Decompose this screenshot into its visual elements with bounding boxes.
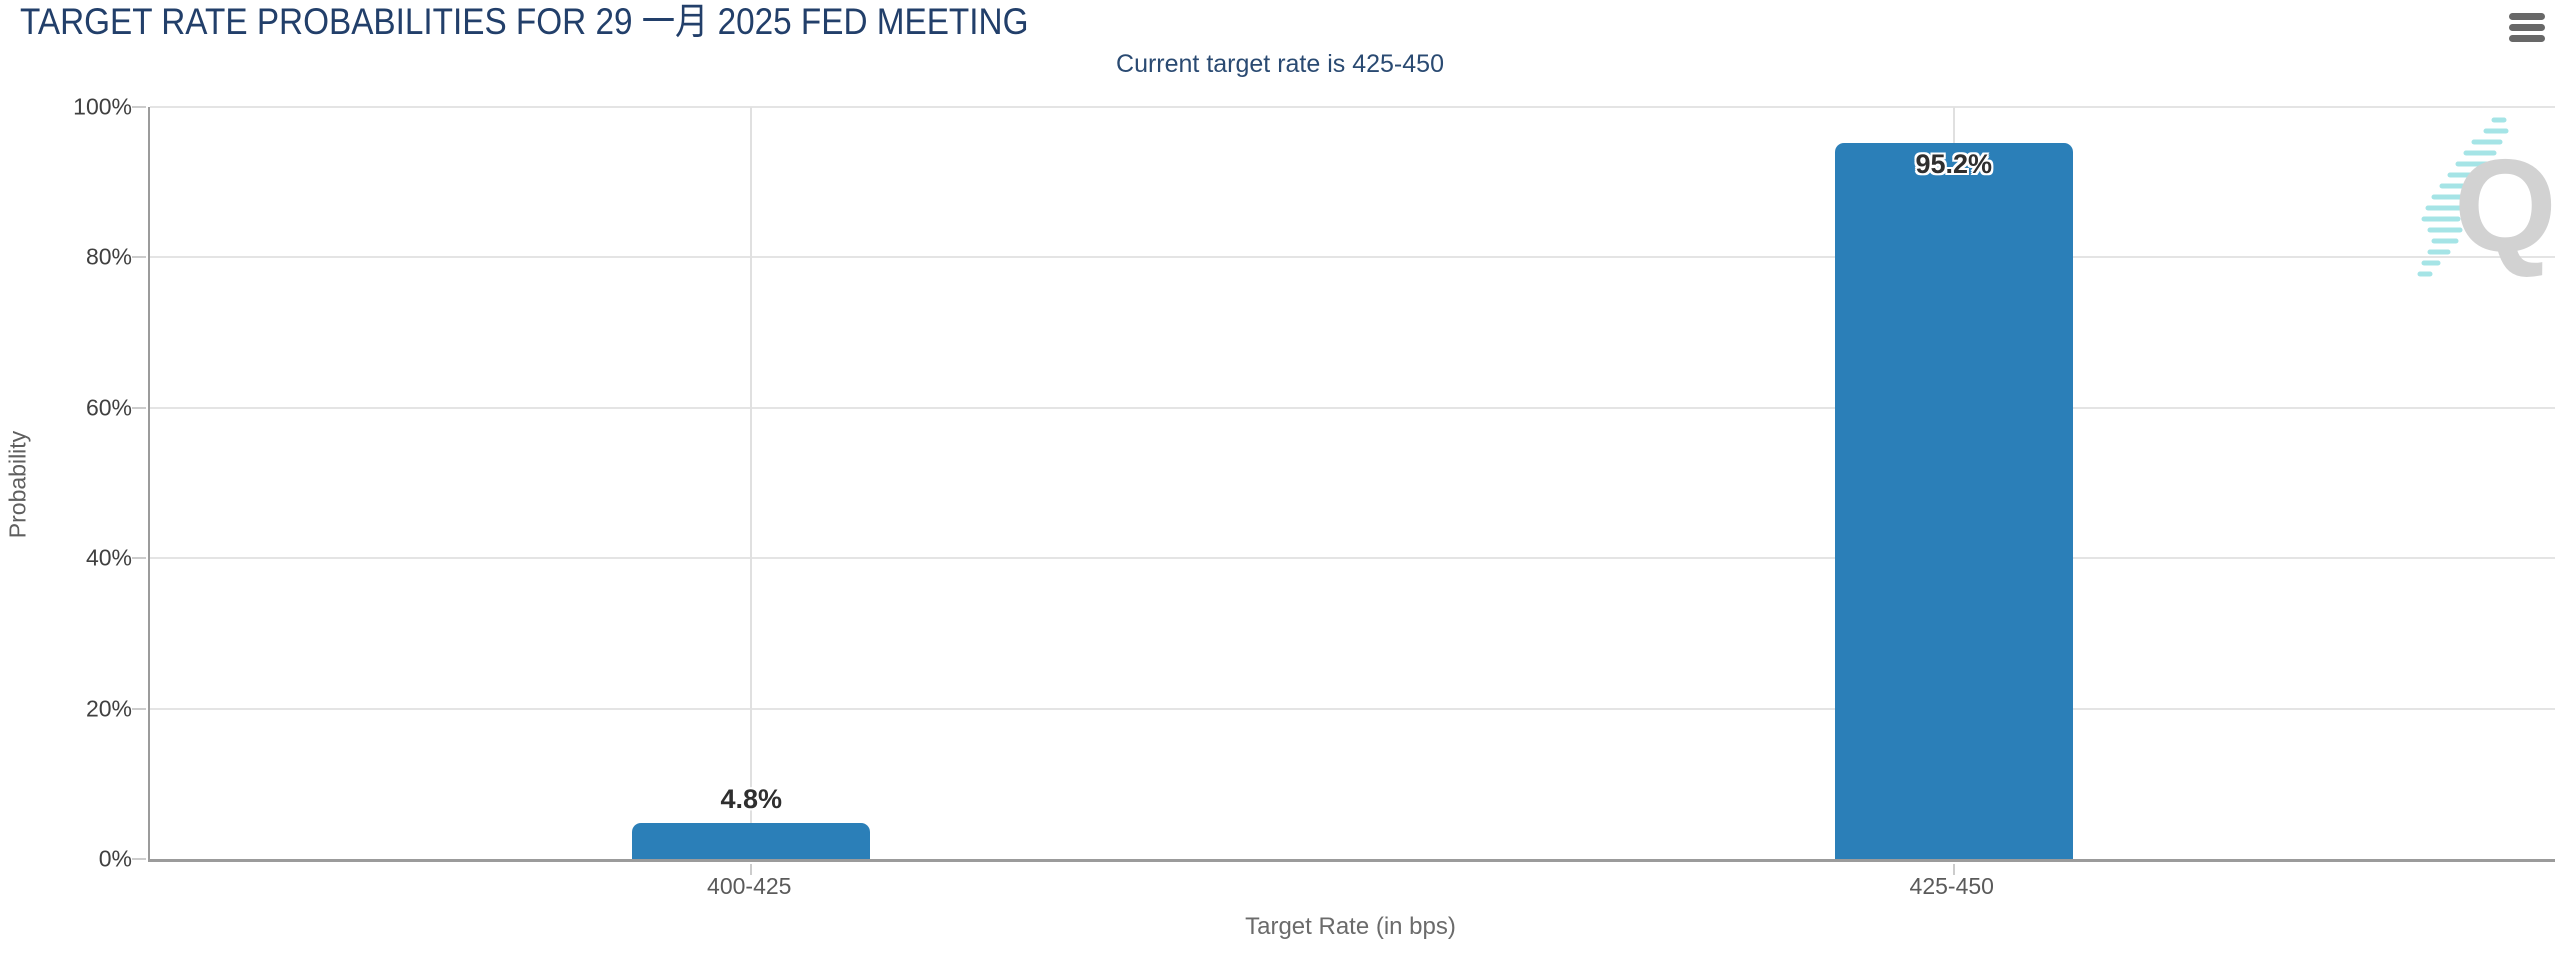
y-axis-title: Probability xyxy=(4,430,31,539)
bar-value-label: 4.8% xyxy=(720,783,783,814)
x-axis-labels: 400-425 425-450 xyxy=(148,873,2553,903)
gridline-horizontal xyxy=(150,256,2555,259)
y-axis-tick xyxy=(132,707,146,710)
hamburger-menu-icon[interactable] xyxy=(2509,13,2545,43)
gridline-vertical xyxy=(750,107,753,859)
y-axis-tick xyxy=(132,858,146,860)
x-axis-title: Target Rate (in bps) xyxy=(1245,913,1456,940)
bar-425-450[interactable]: 95.2% xyxy=(1834,143,2073,859)
x-tick-label: 425-450 xyxy=(1909,873,1994,899)
bar-400-425[interactable]: 4.8% xyxy=(632,784,871,859)
y-axis-tick xyxy=(132,557,146,560)
y-axis-tick xyxy=(132,406,146,409)
x-tick-label: 400-425 xyxy=(707,873,792,899)
y-axis-tick xyxy=(132,256,146,259)
hamburger-bar xyxy=(2509,13,2545,20)
y-tick-label: 100% xyxy=(73,93,132,120)
hamburger-bar xyxy=(2509,35,2545,42)
y-tick-label: 20% xyxy=(85,695,132,722)
plot-area: 4.8% 95.2% xyxy=(132,106,2555,875)
x-axis-tick xyxy=(750,864,753,875)
x-axis-tick xyxy=(1952,864,1955,875)
chart-title: TARGET RATE PROBABILITIES FOR 29 一月 2025… xyxy=(20,1,1029,42)
hamburger-bar xyxy=(2509,24,2545,31)
y-axis-tick xyxy=(132,106,146,108)
gridline-horizontal xyxy=(150,557,2555,560)
gridline-horizontal xyxy=(150,406,2555,409)
chart-subtitle: Current target rate is 425-450 xyxy=(1116,50,1444,78)
gridline-horizontal xyxy=(150,106,2555,108)
bar-value-label: 95.2% xyxy=(1915,149,1993,180)
y-tick-label: 40% xyxy=(85,544,132,571)
y-axis-labels: 100% 80% 60% 40% 20% 0% xyxy=(0,94,132,872)
y-tick-label: 80% xyxy=(85,243,132,270)
y-tick-label: 60% xyxy=(85,394,132,421)
y-tick-label: 0% xyxy=(98,845,132,872)
gridline-horizontal xyxy=(150,707,2555,710)
